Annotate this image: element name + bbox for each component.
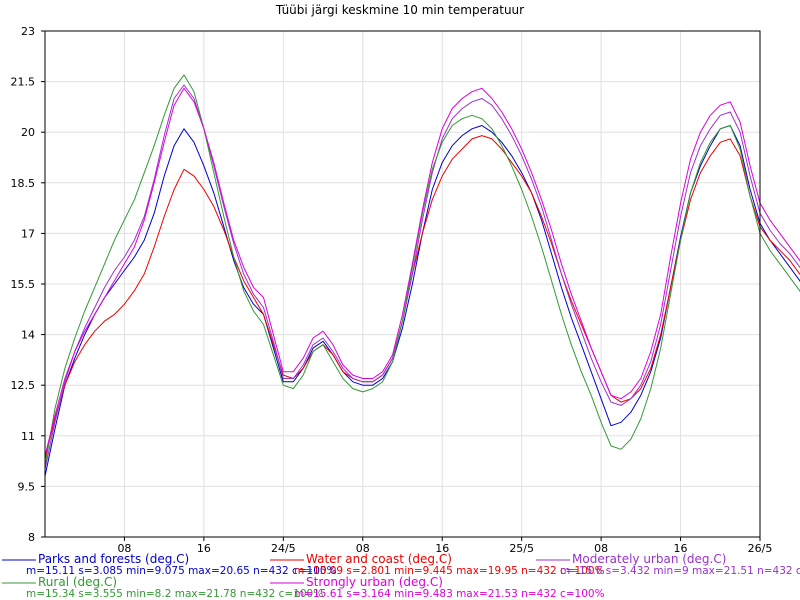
- y-tick-label: 21.5: [11, 76, 36, 89]
- x-tick-label: 16: [435, 542, 449, 555]
- x-tick-label: 16: [674, 542, 688, 555]
- legend: Parks and forests (deg.C)m=15.11 s=3.085…: [2, 552, 800, 600]
- series-line-2: [44, 84, 800, 470]
- grid-lines: [45, 30, 761, 538]
- legend-series-name: Water and coast (deg.C): [306, 552, 452, 566]
- legend-series-stats: m=15.34 s=3.555 min=8.2 max=21.78 n=432 …: [26, 588, 323, 600]
- series-line-3: [44, 74, 800, 467]
- series-line-4: [44, 87, 800, 457]
- legend-series-name: Moderately urban (deg.C): [572, 552, 726, 566]
- series-line-1: [44, 135, 800, 460]
- legend-series-name: Strongly urban (deg.C): [306, 575, 443, 589]
- x-tick-label: 24/5: [271, 542, 296, 555]
- legend-series-name: Parks and forests (deg.C): [38, 552, 189, 566]
- x-tick-label: 16: [197, 542, 211, 555]
- y-tick-label: 15.5: [11, 278, 36, 291]
- y-tick-label: 11: [21, 430, 35, 443]
- y-tick-label: 23: [21, 25, 35, 38]
- x-tick-label: 08: [356, 542, 370, 555]
- y-tick-label: 20: [21, 126, 35, 139]
- legend-series-stats: m=15.61 s=3.164 min=9.483 max=21.53 n=43…: [294, 588, 605, 600]
- y-tick-label: 14: [21, 329, 35, 342]
- y-axis-ticks: 8 9.5 11 12.5 14 15.5 17 18.5 20 21.5 23: [11, 25, 45, 544]
- x-tick-label: 25/5: [509, 542, 534, 555]
- x-tick-label: 26/5: [748, 542, 773, 555]
- chart-title: Tüübi järgi keskmine 10 min temperatuur: [275, 3, 524, 17]
- legend-series-stats: m=15.11 s=3.085 min=9.075 max=20.65 n=43…: [26, 565, 337, 577]
- legend-series-stats: m=15.09 s=2.801 min=9.445 max=19.95 n=43…: [294, 565, 605, 577]
- series-lines: [44, 74, 800, 477]
- series-line-0: [44, 125, 800, 477]
- x-axis-ticks: 08 16 24/5 08 16 25/5 08 16 26/5: [117, 537, 772, 555]
- x-tick-label: 08: [117, 542, 131, 555]
- y-tick-label: 18.5: [11, 177, 36, 190]
- y-tick-label: 17: [21, 227, 35, 240]
- y-tick-label: 12.5: [11, 379, 36, 392]
- x-tick-label: 08: [594, 542, 608, 555]
- y-tick-label: 9.5: [18, 480, 36, 493]
- y-tick-label: 8: [28, 531, 35, 544]
- legend-series-name: Rural (deg.C): [38, 575, 117, 589]
- legend-series-stats: m=15.6 s=3.432 min=9 max=21.51 n=432 c=1…: [560, 565, 800, 577]
